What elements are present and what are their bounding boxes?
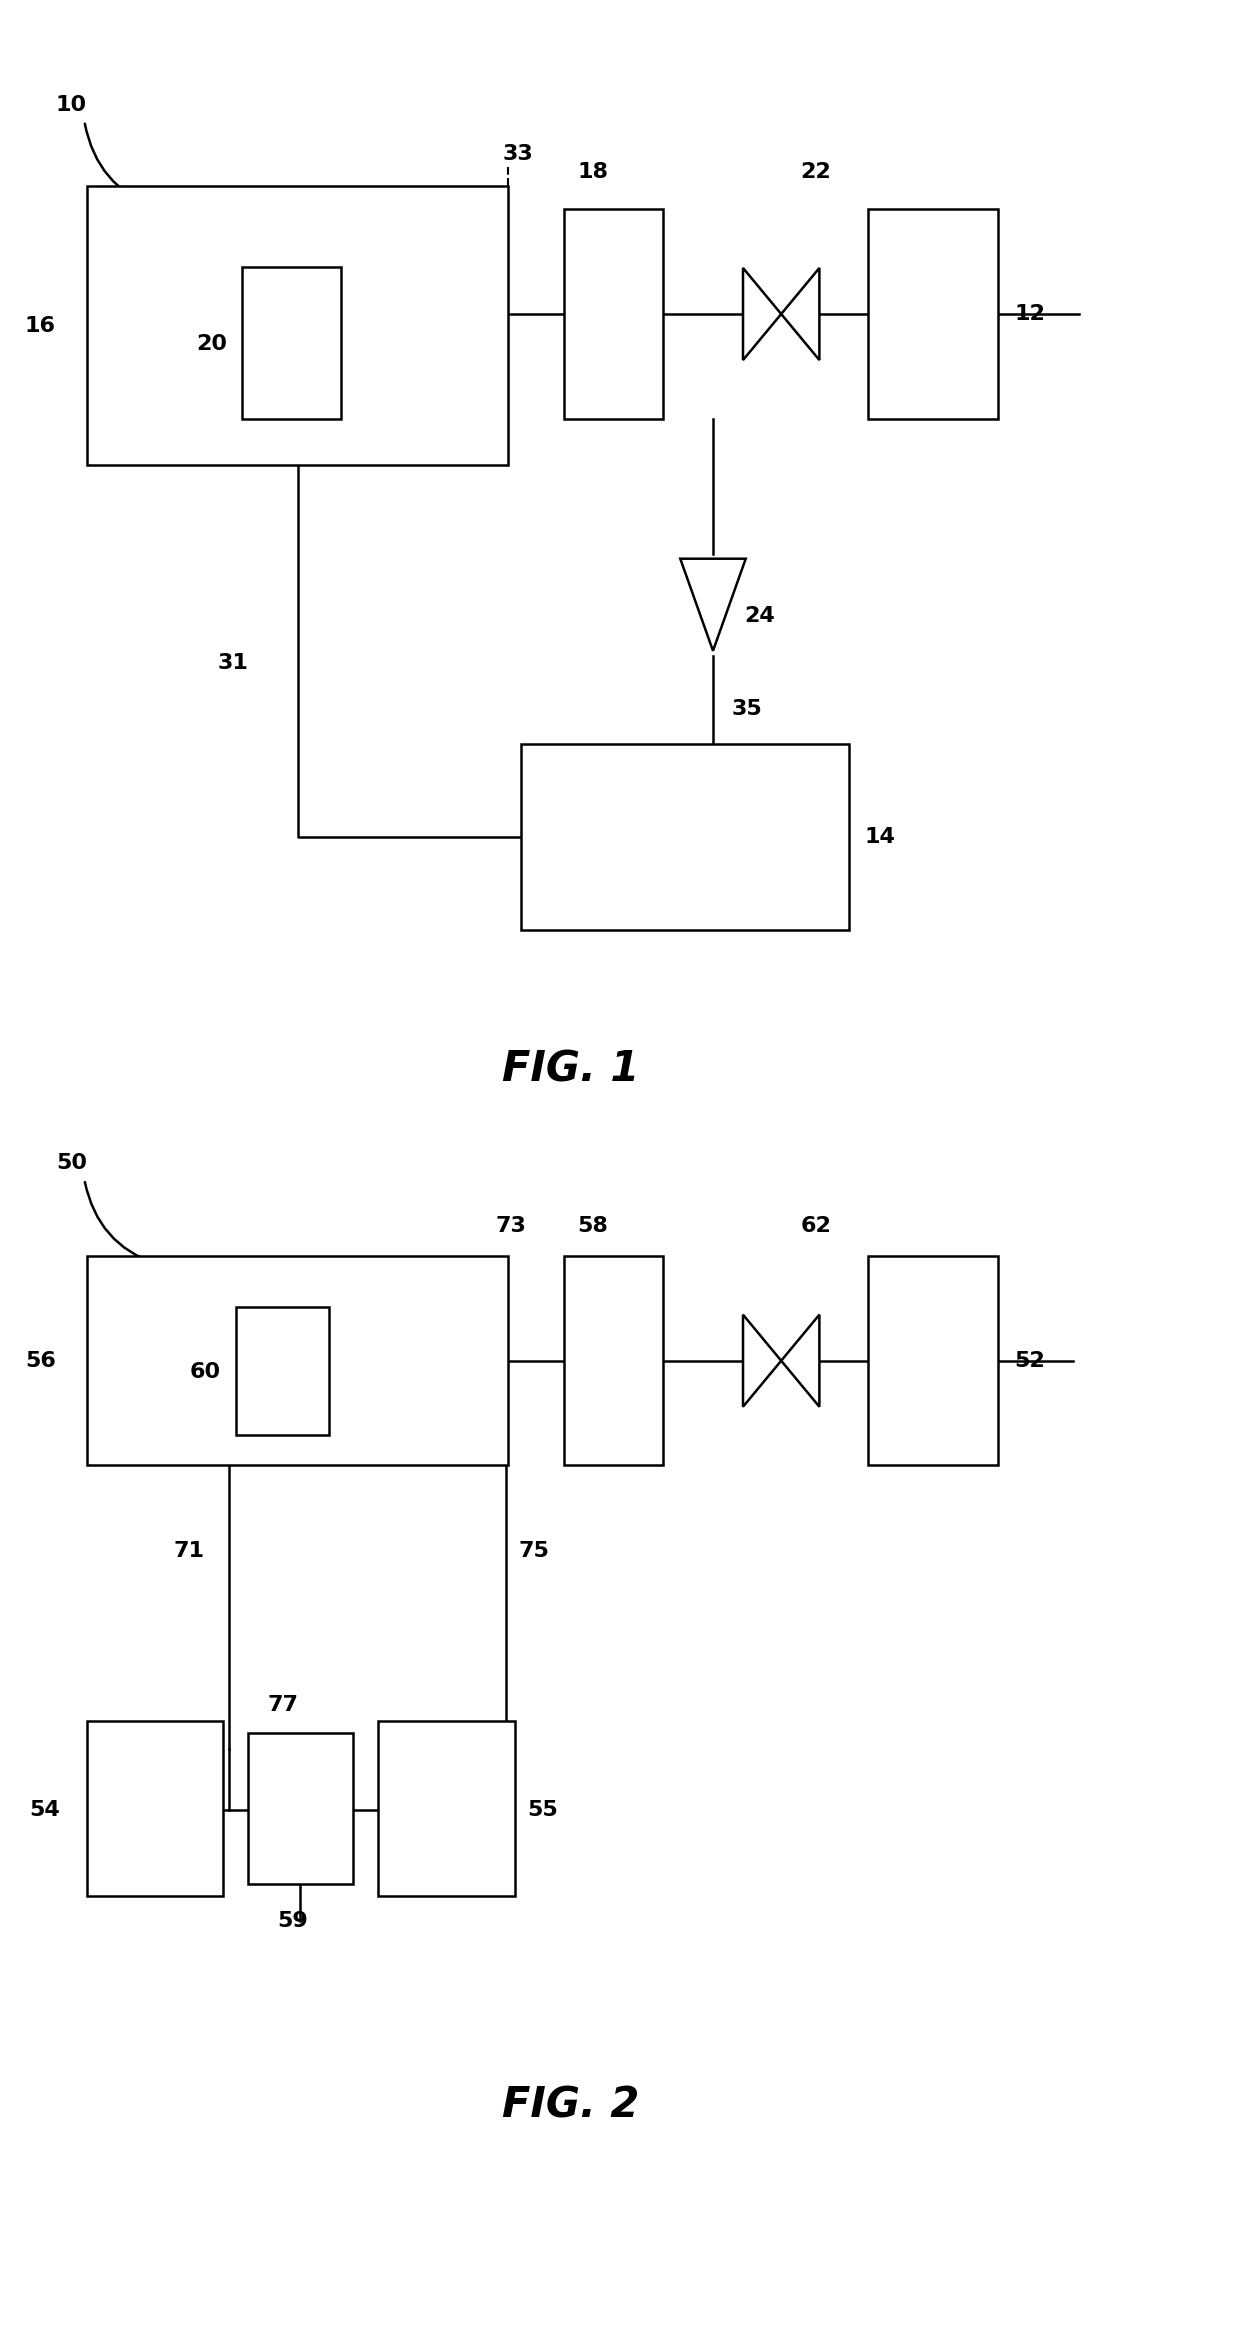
Bar [248,1733,353,1884]
Polygon shape [781,1314,820,1407]
Polygon shape [681,558,745,651]
Bar [242,267,341,419]
Bar [868,1256,998,1465]
Bar [87,1256,508,1465]
Text: 22: 22 [801,163,831,181]
Text: 56: 56 [25,1351,56,1370]
Bar [564,209,663,419]
Text: 12: 12 [1014,305,1045,323]
Polygon shape [743,1314,781,1407]
Bar [236,1307,329,1435]
Text: 16: 16 [25,316,56,335]
Text: 60: 60 [190,1363,221,1382]
Text: 55: 55 [527,1800,558,1819]
Text: 59: 59 [278,1912,308,1931]
Text: 24: 24 [744,607,775,626]
Text: 77: 77 [268,1696,299,1714]
Text: 14: 14 [864,828,895,847]
Text: 75: 75 [518,1542,549,1561]
Text: 50: 50 [56,1154,87,1172]
Text: 73: 73 [496,1216,526,1235]
Text: 10: 10 [56,95,87,114]
Text: 71: 71 [174,1542,205,1561]
Text: 20: 20 [196,335,227,354]
Text: 52: 52 [1014,1351,1045,1370]
Bar [87,1721,223,1896]
Bar [564,1256,663,1465]
Bar [87,186,508,465]
Text: 18: 18 [578,163,609,181]
Text: 58: 58 [578,1216,608,1235]
Text: 31: 31 [217,654,248,672]
Bar [868,209,998,419]
Bar [521,744,849,930]
Text: 54: 54 [29,1800,60,1819]
Text: FIG. 1: FIG. 1 [502,1049,639,1091]
Bar [378,1721,515,1896]
Text: FIG. 2: FIG. 2 [502,2084,639,2126]
Polygon shape [743,267,781,361]
Text: 33: 33 [503,144,533,163]
Text: 35: 35 [732,700,763,719]
Text: 62: 62 [801,1216,831,1235]
Polygon shape [781,267,820,361]
